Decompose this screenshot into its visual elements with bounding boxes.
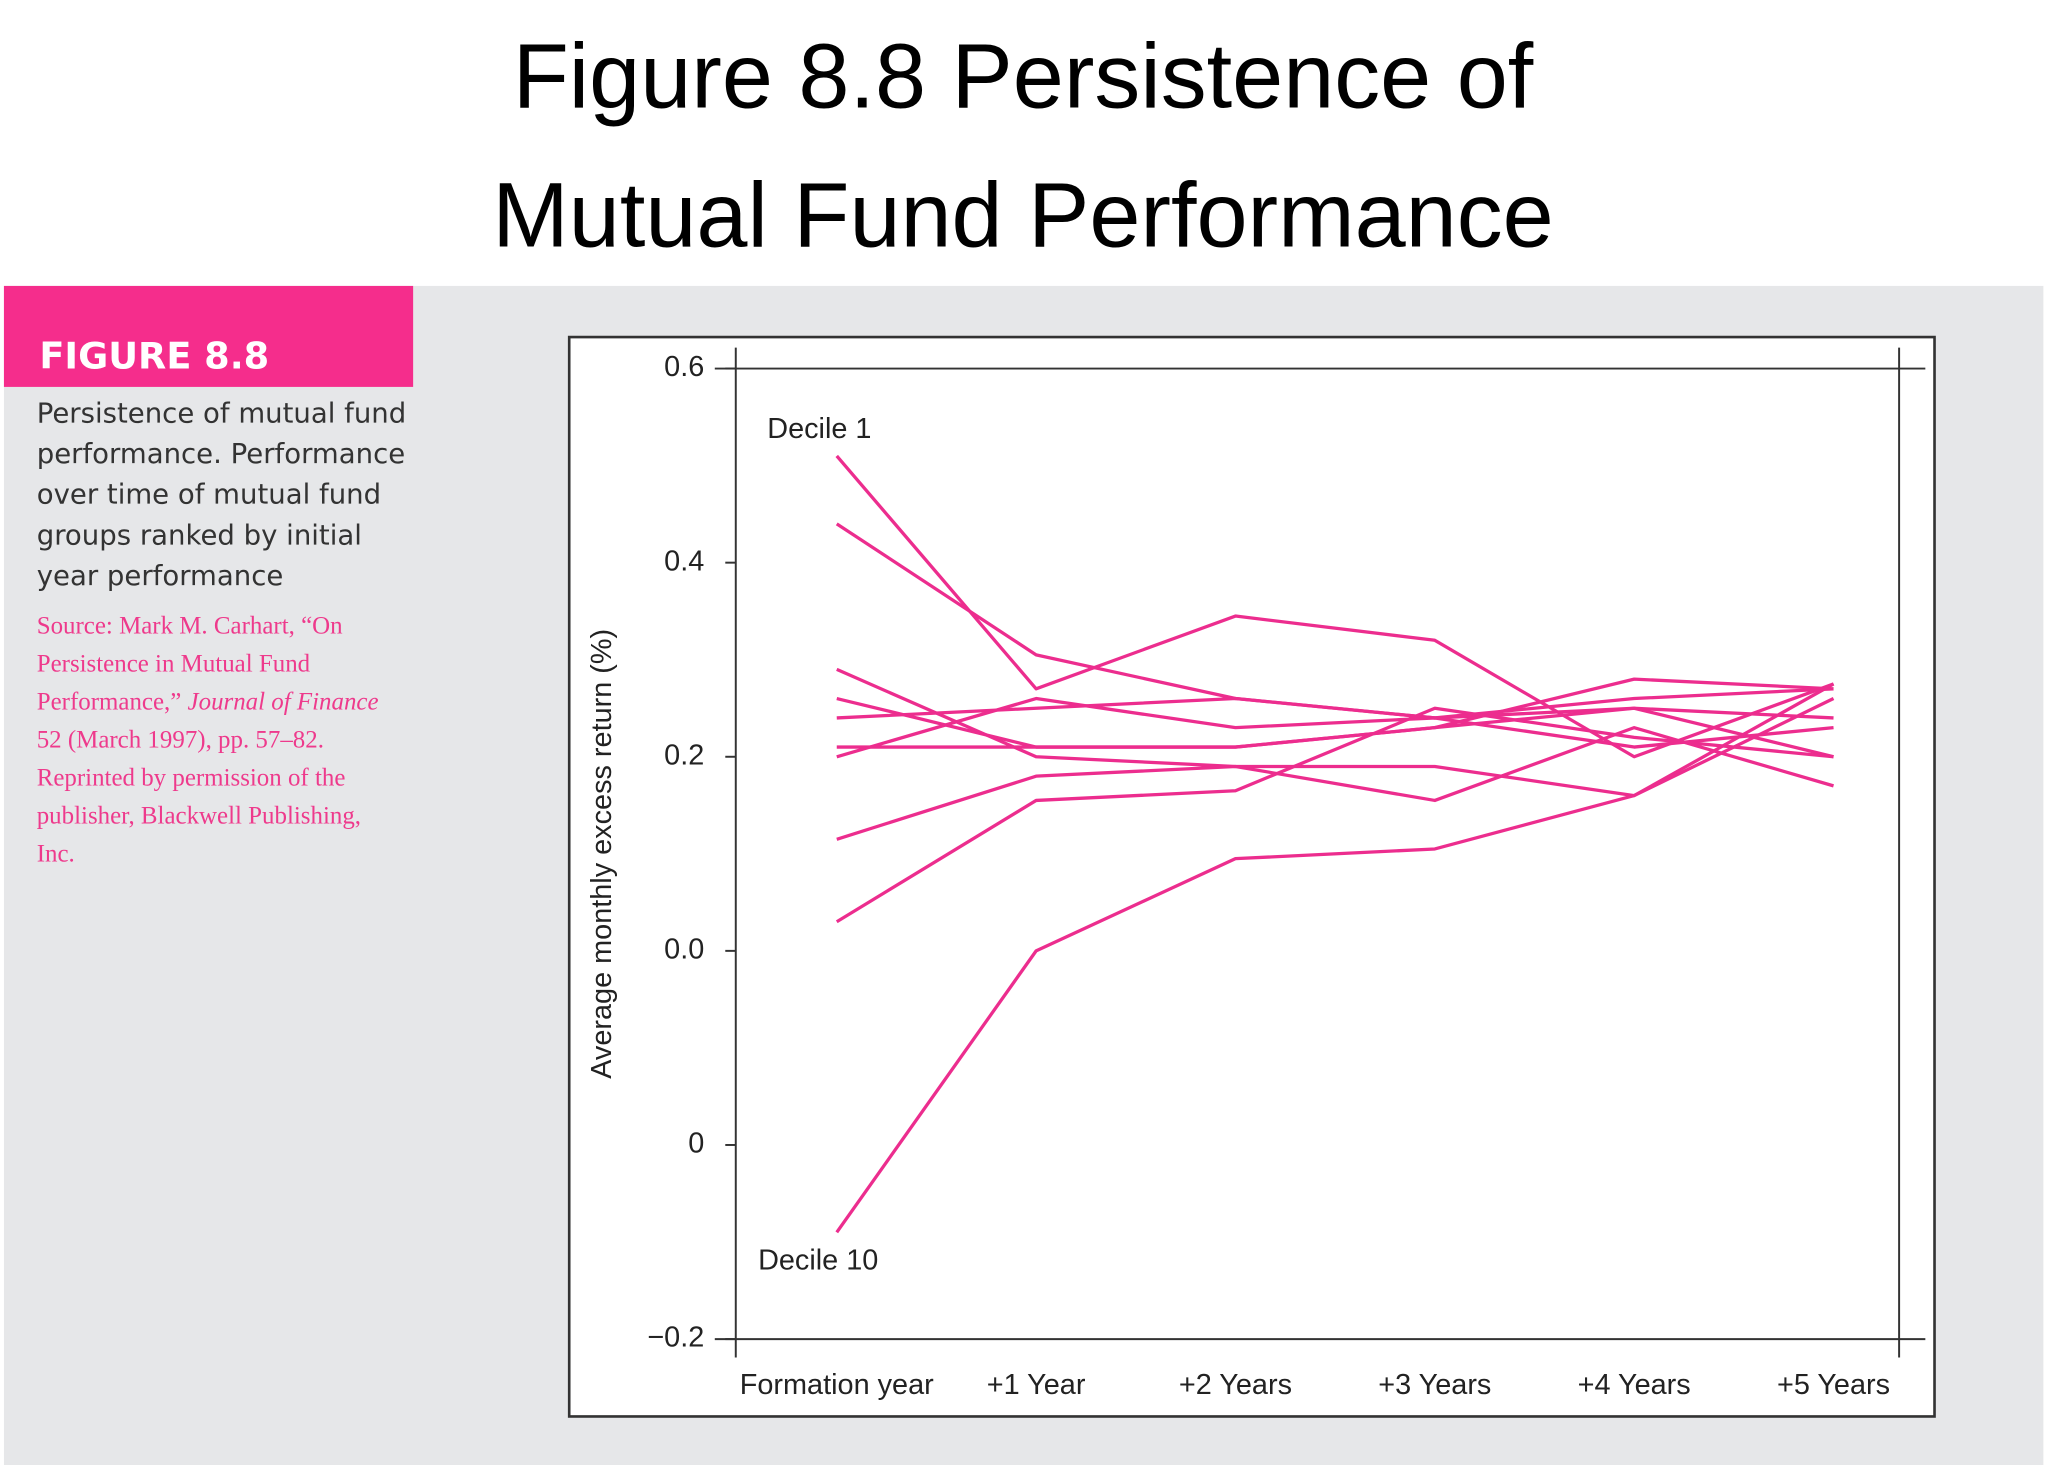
chart-frame xyxy=(567,335,1936,1418)
figure-source: Source: Mark M. Carhart, “On Persistence… xyxy=(37,607,394,873)
x-tick-label: +1 Year xyxy=(987,1369,1086,1401)
source-text: Source: Mark M. Carhart, “On Persistence… xyxy=(36,612,343,717)
figure-tab xyxy=(3,285,414,387)
series-line xyxy=(835,682,1835,1234)
title-box: Figure 8.8 Persistence of Mutual Fund Pe… xyxy=(492,24,1554,267)
series-line xyxy=(836,677,1834,749)
y-tick-label: 0.2 xyxy=(664,739,704,771)
x-tick-label: +4 Years xyxy=(1578,1369,1691,1401)
slide-title: Figure 8.8 Persistence of Mutual Fund Pe… xyxy=(492,24,1554,267)
series-line xyxy=(836,667,1835,798)
y-tick-label: 0.0 xyxy=(664,933,704,965)
series-line xyxy=(836,696,1834,759)
x-tick-label: Formation year xyxy=(740,1369,934,1401)
source-box: Source: Mark M. Carhart, “On Persistence… xyxy=(37,607,394,873)
y-tick-label: 0 xyxy=(688,1128,704,1160)
y-tick-label: 0.4 xyxy=(664,545,704,577)
x-tick-label: +5 Years xyxy=(1777,1369,1890,1401)
x-tick-label: +2 Years xyxy=(1179,1369,1292,1401)
x-tick-label: +3 Years xyxy=(1378,1369,1491,1401)
y-axis-label: Average monthly excess return (%) xyxy=(586,629,618,1079)
series-line xyxy=(836,726,1834,841)
series-line xyxy=(835,706,1834,924)
annotation: Decile 10 xyxy=(758,1244,878,1276)
source-journal: Journal of Finance xyxy=(187,688,379,717)
description-box: Persistence of mutual fund performance. … xyxy=(36,397,407,592)
figure-description: Persistence of mutual fund performance. … xyxy=(36,397,407,592)
plot: Average monthly excess return (%) Decile… xyxy=(586,347,1926,1401)
source-text: 52 (March 1997), pp. 57–82. Reprinted by… xyxy=(36,726,362,869)
annotation: Decile 1 xyxy=(767,413,871,445)
y-tick-label: 0.6 xyxy=(664,351,704,383)
figure-label: FIGURE 8.8 xyxy=(39,335,269,378)
y-tick-label: −0.2 xyxy=(647,1322,704,1354)
